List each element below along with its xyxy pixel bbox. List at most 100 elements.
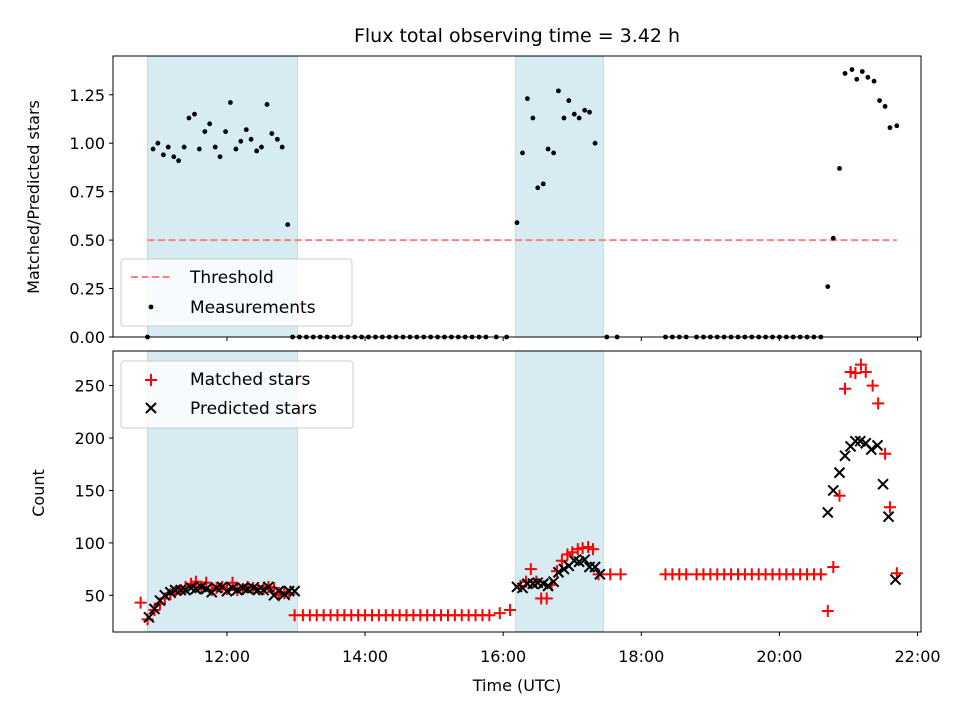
measurement-point bbox=[207, 121, 213, 127]
predicted-point bbox=[827, 484, 840, 497]
matched-point bbox=[839, 382, 852, 395]
measurement-point bbox=[849, 67, 855, 72]
legend-matched-label: Matched stars bbox=[190, 370, 310, 390]
legend-matched-swatch bbox=[145, 374, 157, 386]
measurement-point bbox=[155, 140, 161, 146]
y-tick-label: 0.50 bbox=[69, 231, 105, 250]
measurement-point bbox=[279, 144, 285, 150]
chart-title: Flux total observing time = 3.42 h bbox=[354, 25, 680, 47]
measurement-point bbox=[837, 166, 842, 171]
predicted-point bbox=[174, 584, 187, 596]
x-tick-label: 20:00 bbox=[756, 647, 802, 666]
matched-point bbox=[555, 554, 568, 567]
x-tick-label: 12:00 bbox=[204, 647, 250, 666]
matched-point bbox=[483, 609, 496, 622]
matched-point bbox=[849, 367, 862, 380]
measurement-point bbox=[576, 115, 582, 121]
matched-point bbox=[680, 568, 693, 581]
ratio-panel: Flux total observing time = 3.42 h 0.00 0… bbox=[24, 25, 922, 347]
y-tick-label: 150 bbox=[74, 481, 105, 500]
measurement-point bbox=[825, 284, 831, 290]
predicted-point bbox=[871, 439, 884, 452]
matched-point bbox=[586, 543, 599, 556]
measurement-point bbox=[551, 150, 557, 156]
measurement-point bbox=[842, 71, 848, 76]
measurement-point bbox=[894, 123, 900, 129]
legend-top: Threshold Measurements bbox=[120, 258, 353, 327]
measurement-point bbox=[196, 146, 202, 152]
matched-point bbox=[540, 592, 553, 605]
y-tick-label: 200 bbox=[74, 429, 105, 448]
matched-point bbox=[814, 568, 827, 581]
measurement-point bbox=[181, 144, 187, 150]
measurement-point bbox=[165, 144, 171, 150]
x-tick-label: 16:00 bbox=[480, 647, 526, 666]
matched-point bbox=[504, 603, 517, 616]
matched-point bbox=[872, 397, 885, 410]
predicted-point bbox=[889, 573, 902, 586]
matched-point bbox=[604, 568, 617, 581]
matched-point bbox=[854, 358, 867, 371]
measurement-point bbox=[582, 107, 588, 113]
x-tick-label: 14:00 bbox=[342, 647, 388, 666]
y-tick-label: 1.00 bbox=[69, 134, 105, 153]
measurement-point bbox=[243, 127, 249, 133]
measurement-point bbox=[871, 78, 877, 84]
predicted-point bbox=[839, 450, 851, 462]
predicted-point bbox=[865, 443, 877, 456]
measurement-point bbox=[228, 100, 233, 105]
count-panel: 50 100 150 200 250 12:00 14:00 16:00 18:00 20:00… bbox=[29, 350, 941, 695]
predicted-point bbox=[221, 585, 233, 597]
y-tick-label: 0.25 bbox=[69, 280, 105, 299]
measurement-point bbox=[859, 69, 865, 74]
measurement-point bbox=[854, 76, 860, 82]
measurement-point bbox=[223, 129, 228, 134]
y-tick-label: 0.00 bbox=[69, 328, 105, 347]
measurement-point bbox=[887, 125, 893, 131]
y-tick-label: 1.25 bbox=[69, 86, 105, 105]
measurement-point bbox=[161, 152, 166, 158]
x-tick-label: 22:00 bbox=[894, 647, 940, 666]
measurement-point bbox=[259, 144, 264, 150]
measurement-point bbox=[274, 136, 280, 142]
matched-point bbox=[833, 489, 846, 502]
measurement-point bbox=[882, 103, 888, 109]
measurement-point bbox=[545, 146, 551, 152]
measurement-point bbox=[566, 98, 572, 103]
measurement-point bbox=[285, 222, 291, 228]
measurement-point bbox=[540, 181, 546, 187]
matched-point bbox=[576, 542, 589, 555]
matched-point bbox=[883, 501, 896, 514]
measurement-point bbox=[571, 111, 577, 117]
measurement-point bbox=[192, 111, 197, 117]
measurement-point bbox=[524, 96, 530, 102]
predicted-point bbox=[877, 478, 889, 490]
measurement-point bbox=[150, 146, 156, 152]
predicted-point bbox=[552, 566, 565, 578]
observing-window-2 bbox=[515, 350, 604, 633]
measurement-point bbox=[556, 88, 561, 94]
measurement-point bbox=[877, 98, 882, 103]
plot-frame-bottom bbox=[112, 350, 922, 633]
y-tick-label: 0.75 bbox=[69, 183, 105, 202]
measurement-point bbox=[535, 185, 541, 191]
legend-bottom: Matched stars Predicted stars bbox=[120, 360, 354, 429]
measurement-point bbox=[233, 146, 239, 152]
plot-frame-top bbox=[112, 55, 922, 338]
predicted-point bbox=[578, 553, 591, 566]
y-axis-label-bottom: Count bbox=[29, 469, 48, 517]
matched-point bbox=[859, 365, 872, 378]
matched-point bbox=[866, 379, 879, 392]
measurement-point bbox=[530, 115, 536, 121]
x-tick-label: 18:00 bbox=[618, 647, 664, 666]
y-axis-ticks-bottom: 50 100 150 200 250 bbox=[74, 377, 113, 605]
matched-point bbox=[879, 447, 892, 460]
matched-point bbox=[189, 575, 202, 588]
matched-point bbox=[827, 560, 840, 573]
legend-measurements-swatch bbox=[148, 304, 154, 310]
measurement-point bbox=[514, 220, 520, 226]
legend-box-top bbox=[120, 258, 353, 327]
measurement-point bbox=[202, 129, 208, 134]
x-axis-ticks-top bbox=[226, 337, 919, 341]
